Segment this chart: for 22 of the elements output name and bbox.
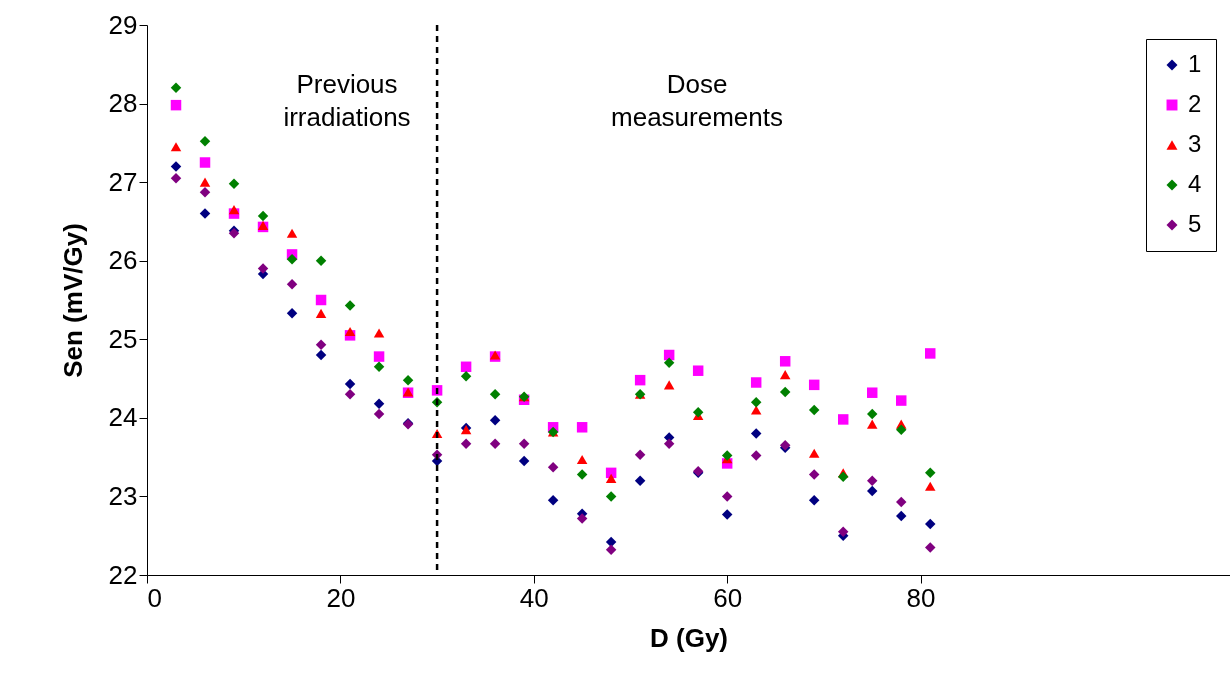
x-tick-label: 0 <box>147 582 162 613</box>
x-axis-title: D (Gy) <box>650 622 728 653</box>
annotation: Previous irradiations <box>283 69 411 132</box>
y-tick-label: 27 <box>108 166 138 197</box>
legend-label: 2 <box>1188 90 1202 117</box>
legend-label: 1 <box>1188 50 1202 77</box>
y-tick-label: 24 <box>108 402 138 433</box>
x-tick-label: 60 <box>713 582 743 613</box>
y-tick-label: 28 <box>108 88 138 119</box>
y-tick-label: 29 <box>108 9 138 40</box>
legend-label: 5 <box>1188 210 1202 237</box>
y-tick-label: 23 <box>108 480 138 511</box>
legend-label: 4 <box>1188 170 1202 197</box>
x-tick-label: 80 <box>906 582 936 613</box>
x-tick-label: 20 <box>326 582 356 613</box>
y-tick-label: 26 <box>108 245 138 276</box>
y-axis-title: Sen (mV/Gy) <box>57 223 88 378</box>
annotation: Dose measurements <box>611 69 783 132</box>
y-tick-label: 22 <box>108 559 138 590</box>
x-tick-label: 40 <box>519 582 549 613</box>
legend-label: 3 <box>1188 130 1202 157</box>
y-tick-label: 25 <box>108 323 138 354</box>
